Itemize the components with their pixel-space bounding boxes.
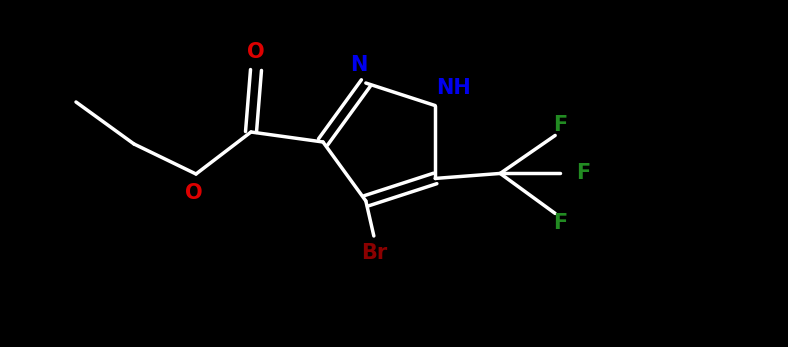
Text: NH: NH — [436, 78, 470, 98]
Text: F: F — [553, 213, 567, 234]
Text: Br: Br — [361, 243, 387, 263]
Text: F: F — [576, 163, 590, 184]
Text: N: N — [350, 55, 367, 75]
Text: F: F — [553, 116, 567, 135]
Text: O: O — [185, 183, 203, 203]
Text: O: O — [247, 42, 265, 62]
